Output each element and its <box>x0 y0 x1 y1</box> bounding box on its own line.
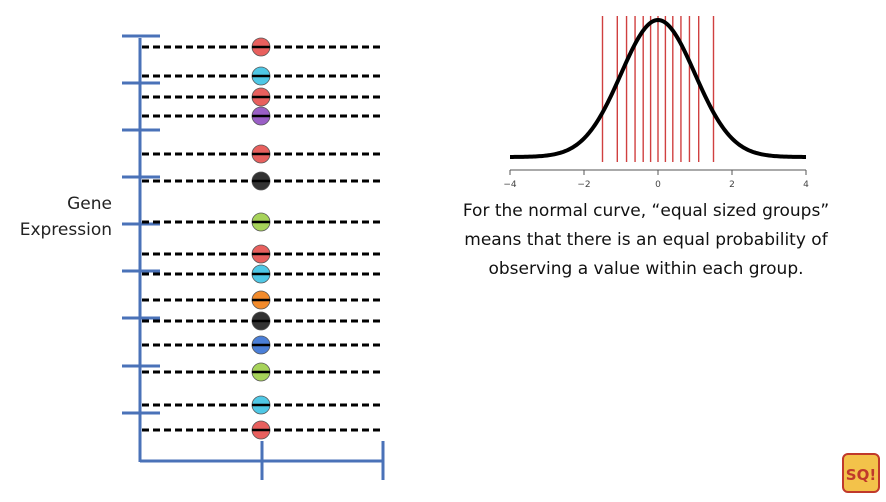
expression-row <box>142 311 384 331</box>
expression-rows <box>142 37 384 440</box>
expression-row <box>142 264 384 284</box>
expression-row <box>142 212 384 232</box>
expression-row <box>142 395 384 415</box>
equal-probability-cut-lines <box>601 16 715 162</box>
expression-row <box>142 144 384 164</box>
x-axis-ticks: −4 −2 0 2 4 <box>503 170 809 190</box>
expression-row <box>142 37 384 57</box>
y-axis-label-line-2: Expression <box>19 220 112 240</box>
expression-row <box>142 171 384 191</box>
expression-row <box>142 66 384 86</box>
expression-row <box>142 244 384 264</box>
x-tick-label: 4 <box>803 180 809 190</box>
x-tick-label: 2 <box>729 180 735 190</box>
x-tick-label: −4 <box>503 180 517 190</box>
normal-curve-line <box>510 17 806 159</box>
expression-row <box>142 106 384 126</box>
group-boundary-ticks <box>122 34 160 415</box>
expression-row <box>142 362 384 382</box>
gene-expression-axes <box>122 34 385 480</box>
caption-line-2: means that there is an equal probability… <box>464 230 828 250</box>
expression-row <box>142 335 384 355</box>
expression-row <box>142 87 384 107</box>
y-axis-label-line-1: Gene <box>67 194 112 214</box>
expression-row <box>142 420 384 440</box>
expression-row <box>142 290 384 310</box>
x-tick-label: 0 <box>655 180 661 190</box>
normal-curve-chart: −4 −2 0 2 4 <box>503 16 809 190</box>
statquest-logo: SQ! <box>842 453 880 493</box>
logo-badge <box>842 453 880 493</box>
caption-line-3: observing a value within each group. <box>488 259 804 279</box>
x-tick-label: −2 <box>577 180 590 190</box>
logo-text: SQ! <box>846 466 876 484</box>
caption-line-1: For the normal curve, “equal sized group… <box>462 201 830 221</box>
